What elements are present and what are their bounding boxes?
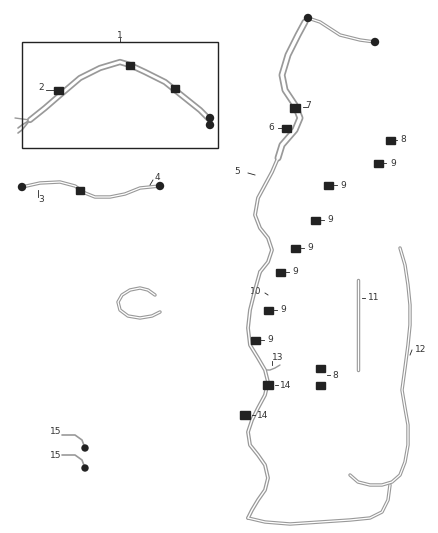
Circle shape: [18, 183, 25, 190]
Bar: [276, 269, 285, 276]
Text: 9: 9: [340, 181, 346, 190]
Bar: [385, 136, 395, 143]
Text: 9: 9: [292, 268, 298, 277]
Text: 9: 9: [280, 305, 286, 314]
Text: 6: 6: [268, 124, 274, 133]
Text: 7: 7: [305, 101, 311, 109]
Bar: [251, 336, 259, 343]
Bar: [290, 245, 300, 252]
Circle shape: [82, 445, 88, 451]
Bar: [324, 182, 332, 189]
Text: 15: 15: [50, 427, 61, 437]
Text: 10: 10: [250, 287, 261, 296]
Text: 9: 9: [267, 335, 273, 344]
Text: 2: 2: [38, 84, 44, 93]
Text: 14: 14: [280, 381, 291, 390]
Bar: [290, 104, 300, 112]
Circle shape: [206, 122, 213, 128]
Text: 5: 5: [234, 167, 240, 176]
Text: 9: 9: [390, 158, 396, 167]
Bar: [171, 85, 179, 92]
Circle shape: [156, 182, 163, 190]
Text: 15: 15: [50, 450, 61, 459]
Bar: [263, 381, 273, 389]
Text: 1: 1: [117, 30, 123, 39]
Text: 8: 8: [400, 135, 406, 144]
Text: 3: 3: [38, 196, 44, 205]
Bar: [374, 159, 382, 166]
Bar: [315, 365, 325, 372]
Bar: [126, 61, 134, 69]
Text: 11: 11: [368, 294, 379, 303]
Text: 9: 9: [307, 244, 313, 253]
Circle shape: [206, 115, 213, 122]
Circle shape: [82, 465, 88, 471]
Circle shape: [304, 14, 311, 21]
Text: 9: 9: [327, 215, 333, 224]
Text: 8: 8: [332, 370, 338, 379]
Text: 4: 4: [155, 174, 161, 182]
Circle shape: [371, 38, 378, 45]
Bar: [22, 42, 218, 148]
Bar: [282, 125, 290, 132]
Text: 12: 12: [415, 345, 426, 354]
Bar: [315, 382, 325, 389]
Text: 14: 14: [257, 410, 268, 419]
Bar: [311, 216, 319, 223]
Bar: [264, 306, 272, 313]
Text: 13: 13: [272, 353, 283, 362]
Bar: [76, 187, 84, 193]
Bar: [53, 86, 63, 93]
Bar: [240, 411, 250, 419]
